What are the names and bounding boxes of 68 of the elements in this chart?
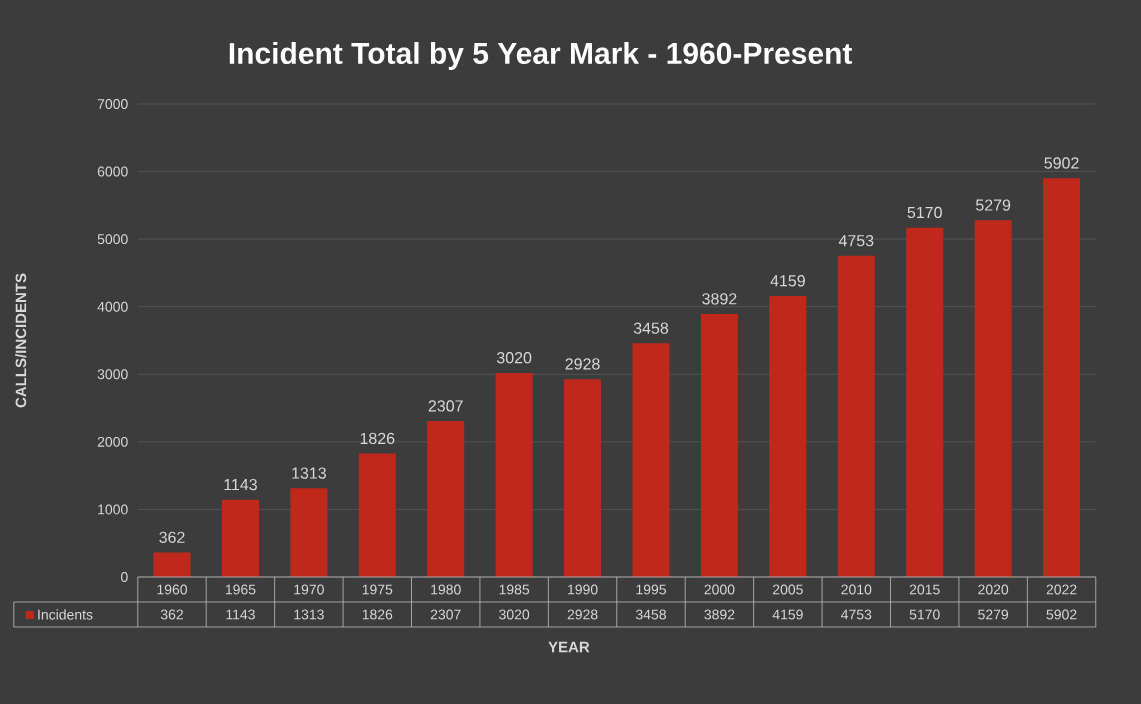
bar xyxy=(906,227,944,577)
y-axis-title: CALLS/INCIDENTS xyxy=(15,273,27,408)
data-label: 362 xyxy=(159,531,185,543)
y-tick-label: 5000 xyxy=(97,234,128,245)
text: 5170 xyxy=(909,609,940,620)
bar xyxy=(221,499,259,577)
y-tick-label: 2000 xyxy=(97,436,128,447)
text: 1143 xyxy=(226,609,255,620)
data-label: 5170 xyxy=(907,206,942,219)
data-label: 2307 xyxy=(428,400,463,412)
x-axis-title: YEAR xyxy=(548,641,590,653)
text: 362 xyxy=(160,609,183,620)
data-label: 3892 xyxy=(702,293,737,305)
x-tick-label: 2005 xyxy=(772,584,803,595)
text: 5279 xyxy=(978,609,1009,620)
bar xyxy=(632,343,670,577)
x-tick-label: 1960 xyxy=(157,584,188,595)
text: 2928 xyxy=(567,609,598,620)
text: 1826 xyxy=(362,609,393,620)
x-tick-label: 1975 xyxy=(362,584,393,595)
text: 3458 xyxy=(635,609,666,620)
bar xyxy=(974,220,1012,577)
data-label: 3458 xyxy=(633,322,669,334)
bar xyxy=(153,552,191,577)
bar xyxy=(700,314,738,577)
bar xyxy=(1043,178,1081,577)
x-tick-label: 2020 xyxy=(978,584,1009,595)
x-tick-label: 1980 xyxy=(431,584,461,595)
x-tick-label: 1970 xyxy=(294,584,324,595)
bar xyxy=(290,488,328,577)
y-tick-label: 3000 xyxy=(97,369,128,380)
y-tick-label: 4000 xyxy=(97,301,128,312)
data-label: 5279 xyxy=(975,199,1011,211)
bar xyxy=(495,372,533,577)
x-tick-label: 1985 xyxy=(499,584,530,595)
data-label: 2928 xyxy=(565,358,600,370)
data-label: 3020 xyxy=(496,352,532,364)
x-tick-label: 2010 xyxy=(841,584,872,595)
x-tick-label: 2022 xyxy=(1046,584,1077,595)
data-label: 1313 xyxy=(292,467,326,479)
text: 3892 xyxy=(704,609,735,620)
text: 5902 xyxy=(1046,609,1077,620)
text: 1313 xyxy=(294,609,324,620)
data-label: 1143 xyxy=(224,478,257,491)
x-tick-label: 2000 xyxy=(704,584,735,595)
bar xyxy=(358,453,396,577)
data-label: 4753 xyxy=(838,234,874,247)
legend-label: Incidents xyxy=(38,609,93,620)
text: 4753 xyxy=(841,609,872,620)
y-tick-label: 1000 xyxy=(98,504,128,515)
data-label: 1826 xyxy=(360,432,395,445)
y-tick-label: 6000 xyxy=(97,166,128,177)
y-tick-label: 7000 xyxy=(97,99,128,109)
bar xyxy=(769,295,807,577)
x-tick-label: 2015 xyxy=(909,584,940,595)
x-tick-label: 1990 xyxy=(568,584,598,595)
data-label: 4159 xyxy=(770,275,805,287)
data-label: 5902 xyxy=(1044,157,1079,169)
bar xyxy=(564,379,602,577)
bar xyxy=(837,255,875,577)
bar xyxy=(427,421,465,577)
text: 2307 xyxy=(430,609,461,620)
chart-title: Incident Total by 5 Year Mark - 1960-Present xyxy=(229,42,853,70)
text: 4159 xyxy=(772,609,803,620)
x-tick-label: 1965 xyxy=(225,584,256,595)
y-tick-label: 0 xyxy=(121,572,128,582)
text: 3020 xyxy=(499,609,530,620)
x-tick-label: 1995 xyxy=(636,584,666,595)
